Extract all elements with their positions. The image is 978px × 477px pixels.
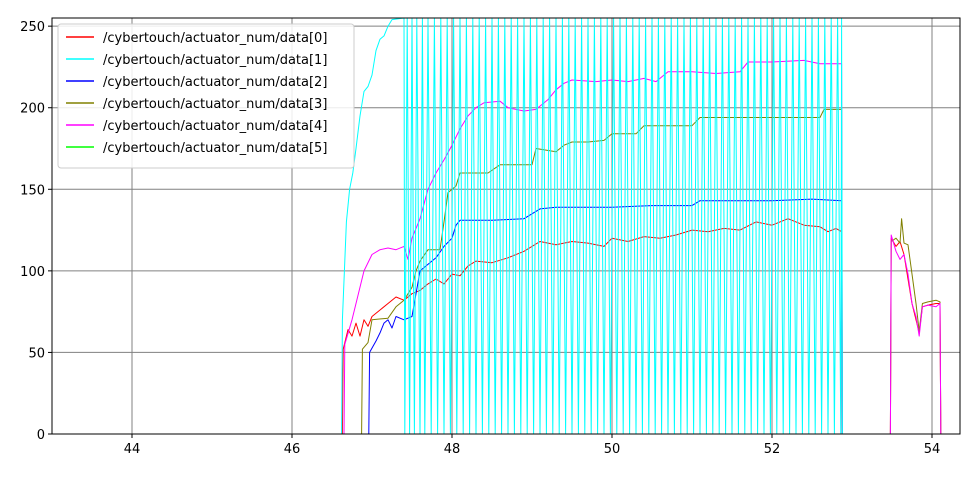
legend-entry: /cybertouch/actuator_num/data[4] bbox=[103, 119, 327, 134]
axis-ticks: 44 46 48 50 52 54 0 50 100 150 200 250 bbox=[20, 20, 940, 457]
legend-entry: /cybertouch/actuator_num/data[3] bbox=[103, 97, 327, 112]
y-tick-label: 100 bbox=[20, 265, 45, 280]
legend-entry: /cybertouch/actuator_num/data[1] bbox=[103, 53, 327, 68]
series-line-4 bbox=[52, 59, 942, 435]
x-tick-label: 44 bbox=[124, 442, 141, 457]
legend-entry: /cybertouch/actuator_num/data[2] bbox=[103, 75, 327, 90]
y-tick-label: 50 bbox=[28, 346, 45, 361]
x-tick-label: 52 bbox=[764, 442, 781, 457]
x-tick-label: 48 bbox=[444, 442, 461, 457]
x-tick-label: 54 bbox=[924, 442, 941, 457]
legend-box bbox=[57, 23, 355, 169]
y-tick-label: 0 bbox=[37, 428, 45, 443]
legend: /cybertouch/actuator_num/data[0] /cyberto… bbox=[57, 23, 355, 169]
legend-entry: /cybertouch/actuator_num/data[0] bbox=[103, 31, 327, 46]
x-tick-label: 50 bbox=[604, 442, 621, 457]
plot-area-frame bbox=[51, 17, 961, 435]
y-tick-label: 200 bbox=[20, 102, 45, 117]
y-tick-label: 250 bbox=[20, 20, 45, 35]
x-tick-label: 46 bbox=[284, 442, 301, 457]
legend-entry: /cybertouch/actuator_num/data[5] bbox=[103, 141, 327, 156]
y-tick-label: 150 bbox=[20, 183, 45, 198]
